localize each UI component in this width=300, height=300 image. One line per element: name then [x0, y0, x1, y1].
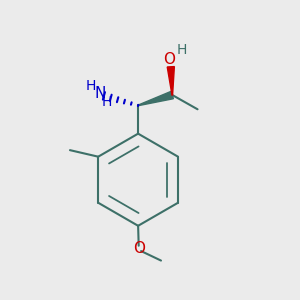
- Text: N: N: [94, 86, 106, 101]
- Text: H: H: [177, 44, 187, 57]
- Text: H: H: [102, 95, 112, 110]
- Text: O: O: [133, 241, 145, 256]
- Text: O: O: [163, 52, 175, 67]
- Polygon shape: [138, 91, 173, 106]
- Polygon shape: [167, 67, 174, 95]
- Text: H: H: [86, 80, 96, 93]
